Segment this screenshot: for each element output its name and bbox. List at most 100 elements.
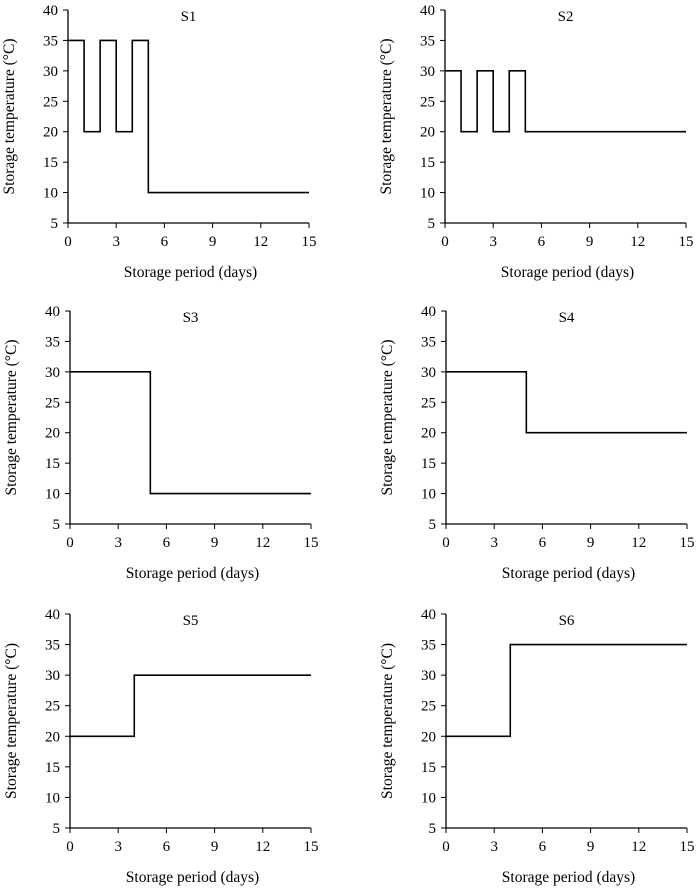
- chart-1-title: S1: [181, 9, 197, 25]
- chart-1-y-tick-label: 25: [43, 94, 58, 110]
- chart-1-panel: 5 10 15 20 25 30 35 40 0 3 6 9 12 15 S1 Storage period …: [1, 3, 317, 281]
- chart-1-y-tick-label: 40: [43, 3, 58, 19]
- chart-5-y-tick-label: 30: [45, 668, 60, 684]
- chart-5-x-tick-label: 9: [211, 839, 219, 855]
- chart-3-y-tick-label: 30: [45, 365, 60, 381]
- chart-6-y-tick-label: 40: [421, 607, 436, 623]
- chart-2-x-tick-label: 15: [679, 234, 694, 250]
- chart-3-title: S3: [183, 310, 199, 326]
- chart-3-y-tick-label: 5: [53, 517, 61, 533]
- chart-6-y-tick-label: 35: [421, 638, 436, 654]
- chart-4-y-tick-label: 10: [421, 487, 436, 503]
- chart-3-x-tick-label: 6: [163, 535, 171, 551]
- chart-6-x-axis-label: Storage period (days): [502, 869, 635, 886]
- chart-4-x-tick-label: 6: [539, 535, 547, 551]
- chart-6-x-tick-label: 3: [490, 839, 498, 855]
- chart-2-x-tick-label: 6: [538, 234, 546, 250]
- chart-2-y-tick-label: 20: [420, 125, 435, 141]
- chart-1-y-axis-label: Storage temperature (°C): [1, 39, 18, 195]
- chart-1-x-axis-label: Storage period (days): [124, 264, 257, 281]
- chart-5-y-tick-label: 40: [45, 607, 60, 623]
- chart-2-title: S2: [558, 9, 574, 25]
- chart-3-x-tick-label: 3: [114, 535, 122, 551]
- chart-2-y-tick-label: 35: [420, 33, 435, 49]
- chart-2-x-tick-label: 9: [586, 234, 594, 250]
- chart-1-x-tick-label: 3: [112, 234, 120, 250]
- chart-6-y-tick-label: 5: [429, 821, 437, 837]
- chart-4-x-tick-label: 3: [490, 535, 498, 551]
- chart-3-x-tick-label: 0: [66, 535, 74, 551]
- chart-3-temperature-line: [70, 371, 311, 495]
- chart-4-x-tick-label: 0: [442, 535, 450, 551]
- chart-5-title: S5: [183, 613, 199, 629]
- chart-4-y-tick-label: 25: [421, 395, 436, 411]
- chart-1-y-tick-label: 35: [43, 33, 58, 49]
- chart-5-y-axis-label: Storage temperature (°C): [3, 643, 20, 799]
- chart-1-x-tick-label: 0: [64, 234, 72, 250]
- chart-1-x-tick-label: 12: [253, 234, 268, 250]
- chart-6-y-tick-label: 25: [421, 699, 436, 715]
- chart-2-y-tick-label: 15: [420, 155, 435, 171]
- chart-3-y-tick-label: 20: [45, 426, 60, 442]
- chart-6-x-tick-label: 9: [587, 839, 595, 855]
- chart-6-y-tick-label: 30: [421, 668, 436, 684]
- chart-1-y-tick-label: 10: [43, 186, 58, 202]
- chart-3-x-axis-label: Storage period (days): [126, 565, 259, 582]
- chart-4-panel: 5 10 15 20 25 30 35 40 0 3 6 9 12 15 S4 Storage period …: [379, 304, 695, 582]
- chart-3-y-tick-label: 10: [45, 487, 60, 503]
- chart-3-x-tick-label: 9: [211, 535, 219, 551]
- chart-2-x-axis-label: Storage period (days): [501, 264, 634, 281]
- chart-2-y-tick-label: 5: [428, 216, 436, 232]
- chart-5-y-tick-label: 5: [53, 821, 61, 837]
- chart-6-x-tick-label: 6: [539, 839, 547, 855]
- chart-3-panel: 5 10 15 20 25 30 35 40 0 3 6 9 12 15 S3 Storage period …: [3, 304, 319, 582]
- chart-2-panel: 5 10 15 20 25 30 35 40 0 3 6 9 12 15 S2 Storage period …: [378, 3, 694, 281]
- chart-3-y-axis-label: Storage temperature (°C): [3, 340, 20, 496]
- chart-4-y-tick-label: 15: [421, 456, 436, 472]
- chart-5-y-tick-label: 10: [45, 790, 60, 806]
- chart-5-x-tick-label: 15: [304, 839, 319, 855]
- chart-5-y-tick-label: 25: [45, 699, 60, 715]
- chart-2-x-tick-label: 3: [489, 234, 497, 250]
- chart-5-temperature-line: [70, 674, 311, 738]
- chart-4-x-axis-label: Storage period (days): [502, 565, 635, 582]
- chart-6-x-tick-label: 0: [442, 839, 450, 855]
- chart-6-x-tick-label: 15: [680, 839, 695, 855]
- chart-3-y-tick-label: 25: [45, 395, 60, 411]
- chart-5-panel: 5 10 15 20 25 30 35 40 0 3 6 9 12 15 S5 Storage period …: [3, 607, 319, 886]
- chart-2-y-tick-label: 30: [420, 64, 435, 80]
- chart-1-x-tick-label: 6: [161, 234, 169, 250]
- chart-6-y-tick-label: 10: [421, 790, 436, 806]
- chart-6-title: S6: [559, 613, 575, 629]
- chart-6-y-tick-label: 20: [421, 729, 436, 745]
- chart-4-x-tick-label: 12: [631, 535, 646, 551]
- chart-5-y-tick-label: 20: [45, 729, 60, 745]
- chart-5-x-tick-label: 12: [255, 839, 270, 855]
- chart-2-x-tick-label: 12: [630, 234, 645, 250]
- chart-3-y-tick-label: 35: [45, 334, 60, 350]
- chart-5-x-axis-label: Storage period (days): [126, 869, 259, 886]
- chart-1-y-tick-label: 20: [43, 125, 58, 141]
- chart-3-x-tick-label: 12: [255, 535, 270, 551]
- chart-4-y-tick-label: 5: [429, 517, 437, 533]
- chart-2-y-tick-label: 25: [420, 94, 435, 110]
- chart-4-y-tick-label: 35: [421, 334, 436, 350]
- chart-5-y-tick-label: 35: [45, 638, 60, 654]
- chart-4-title: S4: [559, 310, 575, 326]
- chart-6-y-axis-label: Storage temperature (°C): [379, 643, 396, 799]
- chart-6-x-tick-label: 12: [631, 839, 646, 855]
- chart-5-y-tick-label: 15: [45, 760, 60, 776]
- chart-6-y-tick-label: 15: [421, 760, 436, 776]
- chart-3-y-tick-label: 40: [45, 304, 60, 320]
- chart-5-x-tick-label: 6: [163, 839, 171, 855]
- chart-4-x-tick-label: 15: [680, 535, 695, 551]
- chart-1-temperature-line: [68, 39, 309, 194]
- chart-4-y-tick-label: 40: [421, 304, 436, 320]
- chart-4-y-tick-label: 30: [421, 365, 436, 381]
- chart-4-y-tick-label: 20: [421, 426, 436, 442]
- chart-5-x-tick-label: 0: [66, 839, 74, 855]
- chart-1-y-tick-label: 30: [43, 64, 58, 80]
- chart-6-panel: 5 10 15 20 25 30 35 40 0 3 6 9 12 15 S6 Storage period …: [379, 607, 695, 886]
